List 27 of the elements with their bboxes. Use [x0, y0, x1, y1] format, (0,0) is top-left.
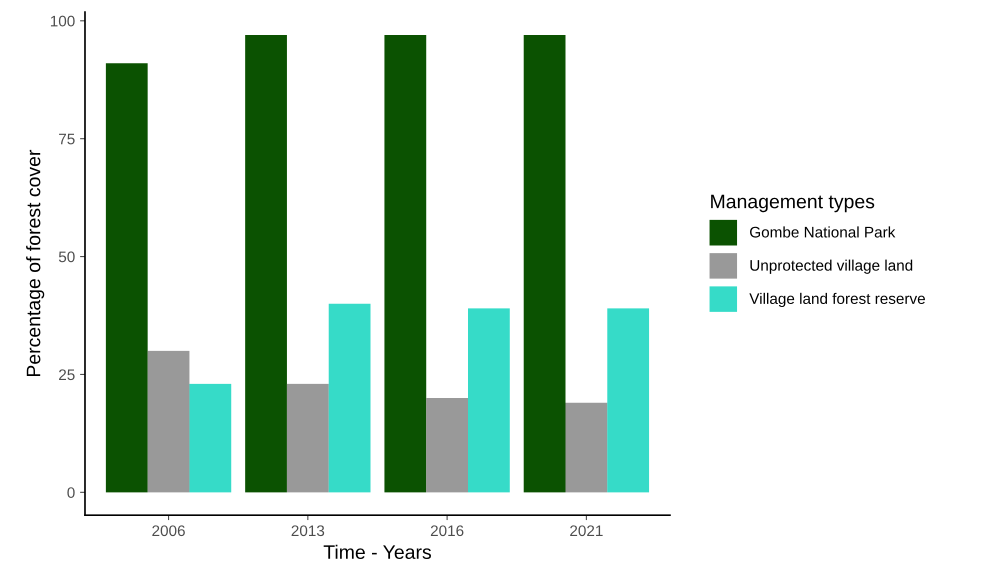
legend-label: Gombe National Park: [750, 226, 896, 238]
y-tick-label: 25: [59, 369, 75, 380]
x-axis-title: Time - Years: [324, 544, 431, 559]
bar: [607, 308, 650, 492]
legend-label: Unprotected village land: [750, 260, 912, 274]
x-tick-label: 2013: [292, 525, 324, 536]
y-tick-label: 100: [50, 16, 75, 26]
x-tick-label: 2021: [570, 525, 603, 536]
y-tick-label: 50: [58, 251, 75, 262]
legend-title: Management types: [711, 194, 874, 212]
bar: [245, 34, 287, 492]
bar: [189, 384, 232, 492]
bar: [328, 304, 371, 492]
bar: [565, 402, 608, 492]
x-tick-label: 2006: [152, 525, 185, 536]
bar: [106, 63, 148, 492]
bar: [148, 350, 190, 492]
bar: [468, 308, 510, 492]
bar: [384, 34, 426, 492]
legend-label: Village land forest reserve: [749, 292, 925, 308]
bar: [524, 34, 566, 492]
bar: [426, 398, 468, 492]
bar: [286, 384, 329, 492]
x-tick-label: 2016: [430, 525, 464, 536]
y-tick-label: 75: [59, 134, 75, 144]
y-tick-label: 0: [67, 487, 75, 498]
y-axis-title: Percentage of forest cover: [26, 150, 44, 376]
